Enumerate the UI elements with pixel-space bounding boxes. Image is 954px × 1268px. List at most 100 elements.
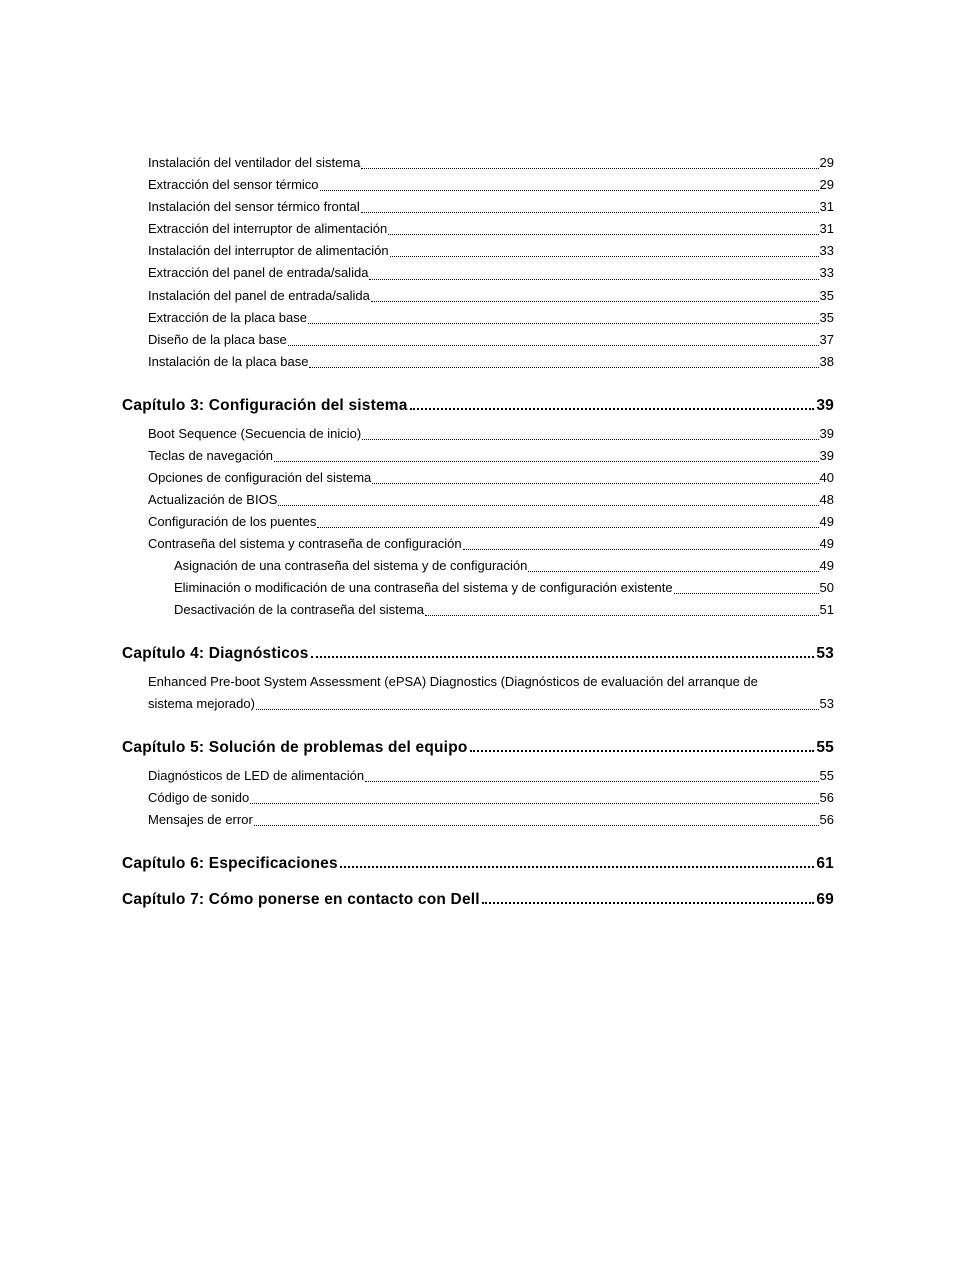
- toc-chapter-title: Capítulo 6: Especificaciones: [122, 853, 338, 875]
- toc-page: Instalación del ventilador del sistema 2…: [0, 0, 954, 1268]
- toc-leader: [320, 189, 819, 191]
- toc-leader: [340, 865, 815, 868]
- toc-leader: [365, 780, 818, 782]
- toc-chapter-title: Capítulo 4: Diagnósticos: [122, 643, 309, 665]
- toc-leader: [482, 901, 815, 904]
- toc-entry[interactable]: Instalación de la placa base 38: [148, 351, 834, 373]
- toc-entry-page: 56: [820, 787, 834, 809]
- toc-entry-title-line2: sistema mejorado): [148, 693, 255, 715]
- toc-section: Capítulo 3: Configuración del sistema 39…: [122, 395, 834, 622]
- toc-leader: [372, 482, 818, 484]
- toc-entry-title: Instalación de la placa base: [148, 351, 308, 373]
- toc-entry-title: Actualización de BIOS: [148, 489, 277, 511]
- toc-chapter[interactable]: Capítulo 7: Cómo ponerse en contacto con…: [122, 889, 834, 911]
- toc-entry-page: 35: [820, 307, 834, 329]
- toc-entry[interactable]: Código de sonido 56: [148, 787, 834, 809]
- toc-section: Capítulo 6: Especificaciones 61: [122, 853, 834, 875]
- toc-leader: [311, 655, 815, 658]
- toc-entry-page: 53: [820, 693, 834, 715]
- toc-chapter-page: 69: [816, 889, 834, 911]
- toc-entry-page: 35: [820, 285, 834, 307]
- toc-entry-title: Opciones de configuración del sistema: [148, 467, 371, 489]
- toc-entry[interactable]: Desactivación de la contraseña del siste…: [174, 599, 834, 621]
- toc-leader: [528, 570, 818, 572]
- toc-entry-title: Instalación del ventilador del sistema: [148, 152, 360, 174]
- toc-entry[interactable]: Teclas de navegación 39: [148, 445, 834, 467]
- toc-entry-title: Extracción del sensor térmico: [148, 174, 319, 196]
- toc-entry-page: 40: [820, 467, 834, 489]
- toc-leader: [254, 824, 819, 826]
- toc-chapter[interactable]: Capítulo 4: Diagnósticos 53: [122, 643, 834, 665]
- toc-entry[interactable]: Enhanced Pre-boot System Assessment (ePS…: [148, 671, 834, 715]
- toc-entry-page: 33: [820, 240, 834, 262]
- toc-entry[interactable]: Boot Sequence (Secuencia de inicio) 39: [148, 423, 834, 445]
- toc-entry-page: 31: [820, 218, 834, 240]
- toc-leader: [250, 802, 818, 804]
- toc-entry-title: Extracción de la placa base: [148, 307, 307, 329]
- toc-leader: [309, 366, 818, 368]
- toc-entry-page: 33: [820, 262, 834, 284]
- toc-entry[interactable]: Configuración de los puentes 49: [148, 511, 834, 533]
- toc-entry[interactable]: Contraseña del sistema y contraseña de c…: [148, 533, 834, 555]
- toc-chapter[interactable]: Capítulo 6: Especificaciones 61: [122, 853, 834, 875]
- toc-entry[interactable]: Diagnósticos de LED de alimentación 55: [148, 765, 834, 787]
- toc-entry[interactable]: Extracción de la placa base 35: [148, 307, 834, 329]
- toc-entry[interactable]: Mensajes de error 56: [148, 809, 834, 831]
- toc-section: Instalación del ventilador del sistema 2…: [122, 152, 834, 373]
- toc-entry-page: 37: [820, 329, 834, 351]
- toc-entry-title: Mensajes de error: [148, 809, 253, 831]
- toc-entry-title: Configuración de los puentes: [148, 511, 316, 533]
- toc-chapter-page: 39: [816, 395, 834, 417]
- toc-entry-page: 55: [820, 765, 834, 787]
- toc-entry-page: 31: [820, 196, 834, 218]
- toc-entry[interactable]: Instalación del ventilador del sistema 2…: [148, 152, 834, 174]
- toc-leader: [371, 300, 819, 302]
- toc-entry-title: Boot Sequence (Secuencia de inicio): [148, 423, 361, 445]
- toc-entry-page: 29: [820, 174, 834, 196]
- toc-entry-title: Diseño de la placa base: [148, 329, 287, 351]
- toc-entry[interactable]: Extracción del sensor térmico 29: [148, 174, 834, 196]
- toc-entry-title-line1: Enhanced Pre-boot System Assessment (ePS…: [148, 671, 834, 693]
- toc-entry[interactable]: Asignación de una contraseña del sistema…: [174, 555, 834, 577]
- toc-entry-page: 49: [820, 555, 834, 577]
- toc-leader: [388, 233, 818, 235]
- toc-entry-page: 38: [820, 351, 834, 373]
- toc-leader: [361, 211, 819, 213]
- toc-entry-title: Contraseña del sistema y contraseña de c…: [148, 533, 462, 555]
- toc-entry-page: 39: [820, 423, 834, 445]
- toc-chapter[interactable]: Capítulo 5: Solución de problemas del eq…: [122, 737, 834, 759]
- toc-entry-title: Desactivación de la contraseña del siste…: [174, 599, 424, 621]
- toc-entry[interactable]: Instalación del panel de entrada/salida …: [148, 285, 834, 307]
- toc-entry[interactable]: Instalación del interruptor de alimentac…: [148, 240, 834, 262]
- toc-section: Capítulo 4: Diagnósticos 53 Enhanced Pre…: [122, 643, 834, 715]
- toc-chapter-page: 53: [816, 643, 834, 665]
- toc-chapter[interactable]: Capítulo 3: Configuración del sistema 39: [122, 395, 834, 417]
- toc-entry[interactable]: Eliminación o modificación de una contra…: [174, 577, 834, 599]
- toc-chapter-page: 55: [816, 737, 834, 759]
- toc-leader: [390, 255, 819, 257]
- toc-entry-page: 48: [820, 489, 834, 511]
- toc-leader: [256, 708, 819, 710]
- toc-entry[interactable]: Actualización de BIOS 48: [148, 489, 834, 511]
- toc-entry[interactable]: Opciones de configuración del sistema 40: [148, 467, 834, 489]
- toc-entry-page: 39: [820, 445, 834, 467]
- toc-entry[interactable]: Extracción del panel de entrada/salida 3…: [148, 262, 834, 284]
- toc-entry-page: 51: [820, 599, 834, 621]
- toc-entry[interactable]: Diseño de la placa base 37: [148, 329, 834, 351]
- toc-entry-title: Asignación de una contraseña del sistema…: [174, 555, 527, 577]
- toc-entry-title: Instalación del panel de entrada/salida: [148, 285, 370, 307]
- toc-leader: [288, 344, 819, 346]
- toc-leader: [425, 614, 819, 616]
- toc-entry-page: 29: [820, 152, 834, 174]
- toc-chapter-title: Capítulo 5: Solución de problemas del eq…: [122, 737, 468, 759]
- toc-leader: [361, 167, 818, 169]
- toc-entry-page: 56: [820, 809, 834, 831]
- toc-entry[interactable]: Extracción del interruptor de alimentaci…: [148, 218, 834, 240]
- toc-leader: [674, 592, 819, 594]
- toc-leader: [369, 278, 818, 280]
- toc-entry-title: Instalación del sensor térmico frontal: [148, 196, 360, 218]
- toc-chapter-page: 61: [816, 853, 834, 875]
- toc-leader: [362, 438, 818, 440]
- toc-entry[interactable]: Instalación del sensor térmico frontal 3…: [148, 196, 834, 218]
- toc-leader: [410, 407, 815, 410]
